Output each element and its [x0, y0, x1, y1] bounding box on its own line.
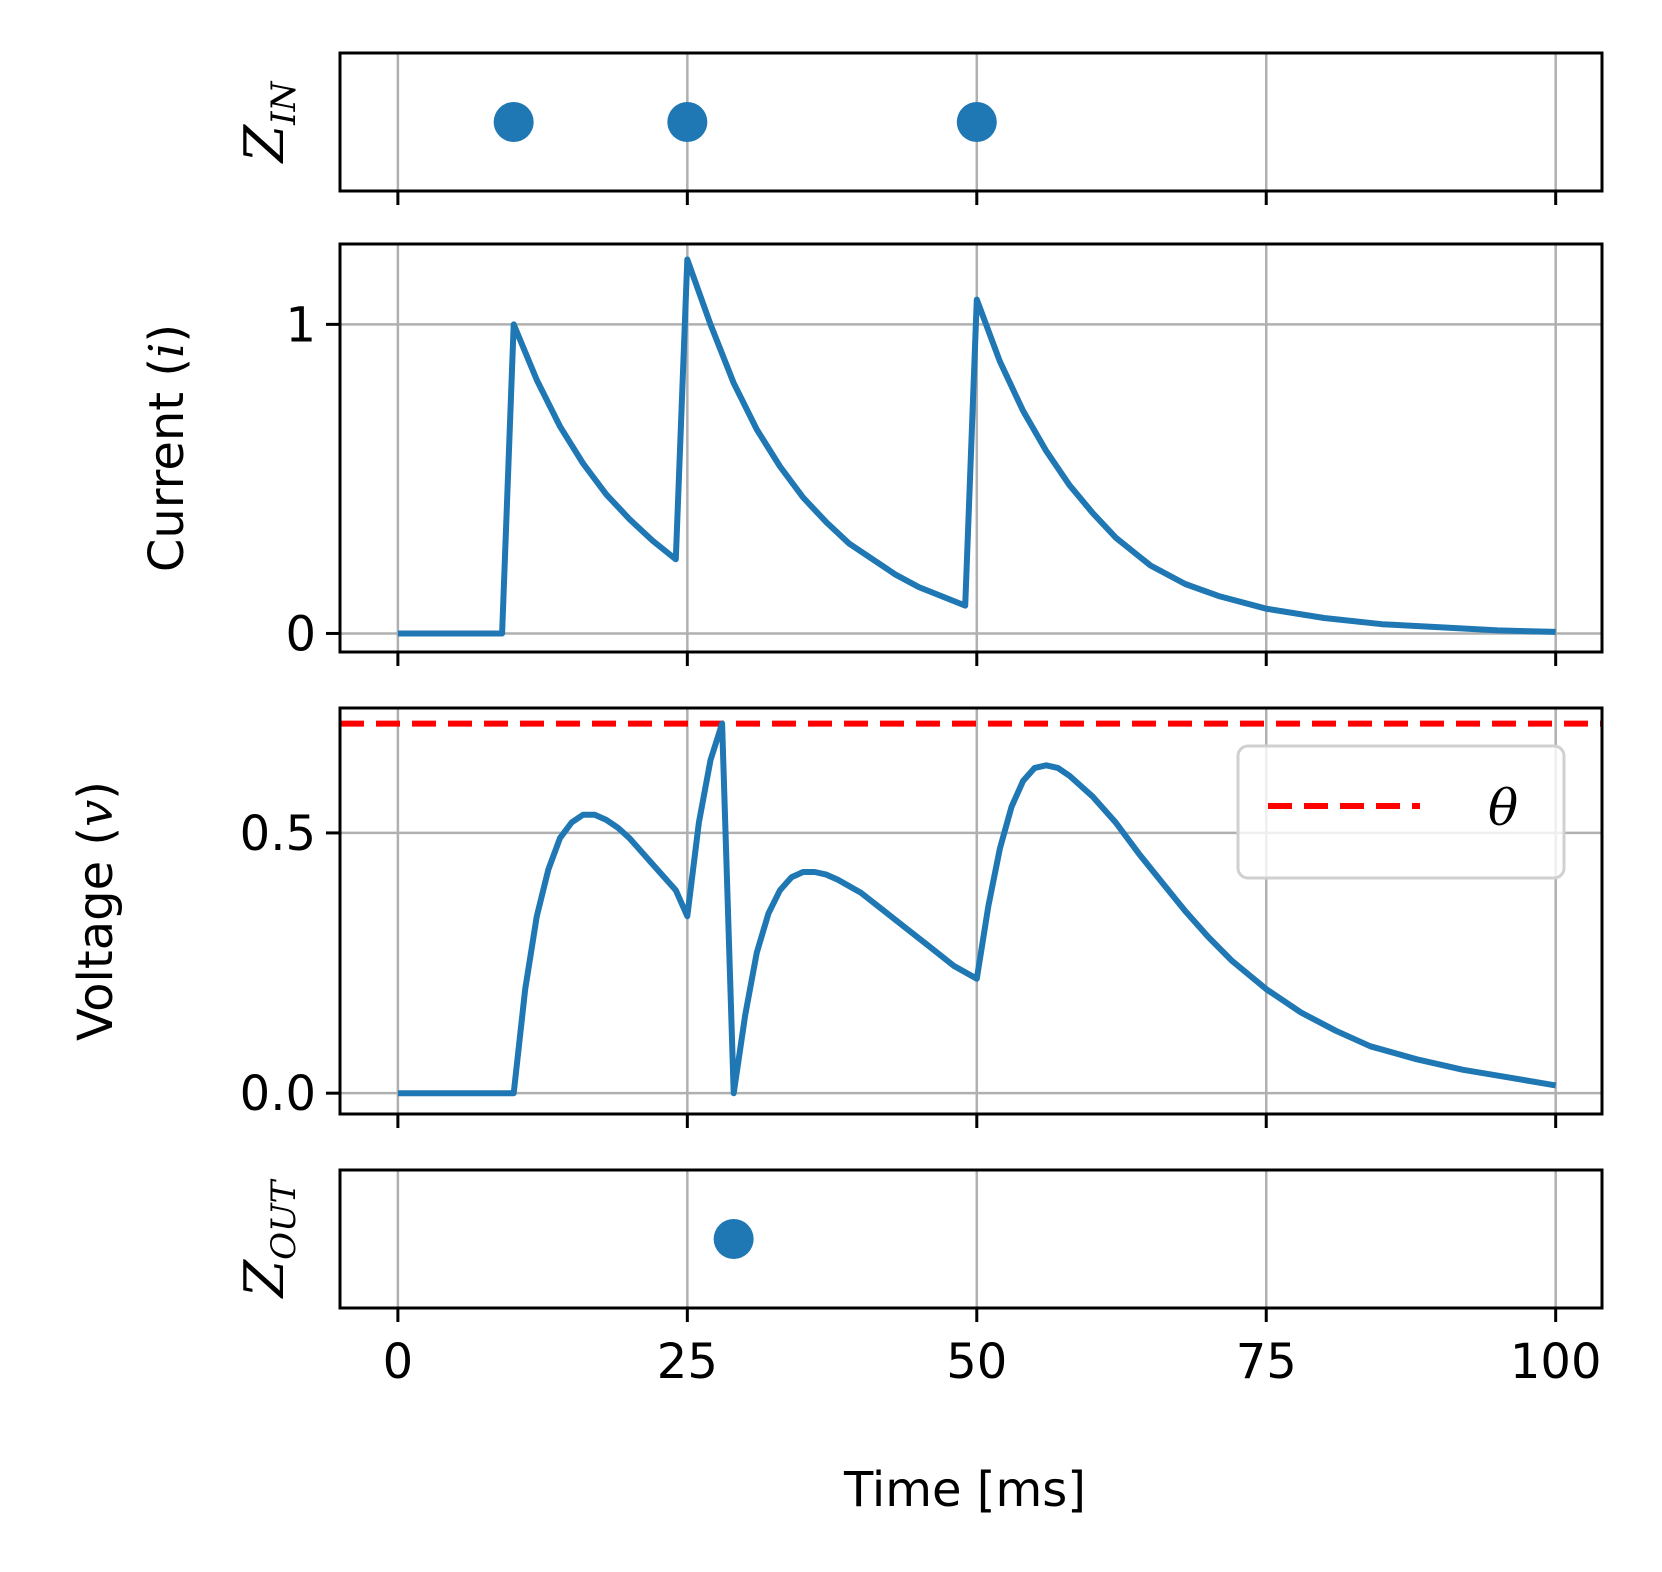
current-y-label: Current (i): [139, 324, 195, 572]
x-tick-label: 50: [946, 1334, 1007, 1390]
current-label-text: Current (: [139, 358, 195, 572]
current-label-close: ): [139, 324, 195, 343]
z-out-spikes: [713, 1219, 754, 1259]
z-out-grid: [396, 1170, 1557, 1308]
z-in-label-main: Z: [233, 123, 296, 164]
voltage-label-var: v: [68, 800, 124, 827]
z-out-panel: ZOUT: [233, 1168, 1604, 1322]
spike-marker: [493, 102, 534, 142]
current-series-line: [397, 256, 1556, 637]
z-in-y-label: ZIN: [233, 80, 304, 164]
y-tick-label: 0: [285, 606, 316, 662]
spike-marker: [667, 102, 708, 142]
z-out-frame: [338, 1168, 1604, 1310]
spike-marker: [956, 102, 997, 142]
x-tick-labels: 0 25 50 75 100: [383, 1334, 1602, 1390]
legend: θ: [1236, 744, 1566, 880]
z-out-y-label: ZOUT: [233, 1178, 304, 1299]
z-in-panel: ZIN: [233, 51, 1604, 205]
voltage-label-close: ): [68, 781, 124, 800]
current-y-ticks: 01: [285, 297, 340, 662]
z-in-x-ticks: [396, 191, 1558, 205]
x-axis-label: Time [ms]: [843, 1462, 1086, 1518]
y-tick-label: 0.0: [240, 1066, 316, 1122]
legend-box: [1236, 744, 1566, 880]
x-tick-label: 100: [1510, 1334, 1602, 1390]
y-tick-label: 0.5: [240, 806, 316, 862]
voltage-y-ticks: 0.0 0.5: [240, 806, 340, 1122]
legend-theta-label: θ: [1488, 779, 1518, 837]
voltage-y-label: Voltage (v): [68, 781, 124, 1041]
z-in-frame: [338, 51, 1604, 193]
voltage-panel: 0.0 0.5 Voltage (v) θ: [68, 706, 1604, 1128]
current-frame: [338, 242, 1604, 654]
voltage-label-text: Voltage (: [68, 827, 124, 1041]
x-tick-label: 75: [1236, 1334, 1297, 1390]
voltage-frame: [338, 706, 1604, 1116]
x-tick-label: 0: [383, 1334, 414, 1390]
current-panel: 01 Current (i): [139, 242, 1604, 666]
x-tick-label: 25: [657, 1334, 718, 1390]
z-out-label-main: Z: [233, 1258, 296, 1299]
voltage-x-ticks: [396, 1114, 1558, 1128]
z-out-label-sub: OUT: [264, 1178, 304, 1260]
current-label-var: i: [139, 343, 195, 358]
y-tick-label: 1: [285, 297, 316, 353]
z-out-x-ticks: [396, 1308, 1558, 1322]
current-x-ticks: [396, 652, 1558, 666]
voltage-series-line: [397, 720, 1557, 1097]
z-in-label-sub: IN: [264, 80, 304, 125]
z-in-spikes: [493, 102, 997, 142]
spike-marker: [713, 1219, 754, 1259]
